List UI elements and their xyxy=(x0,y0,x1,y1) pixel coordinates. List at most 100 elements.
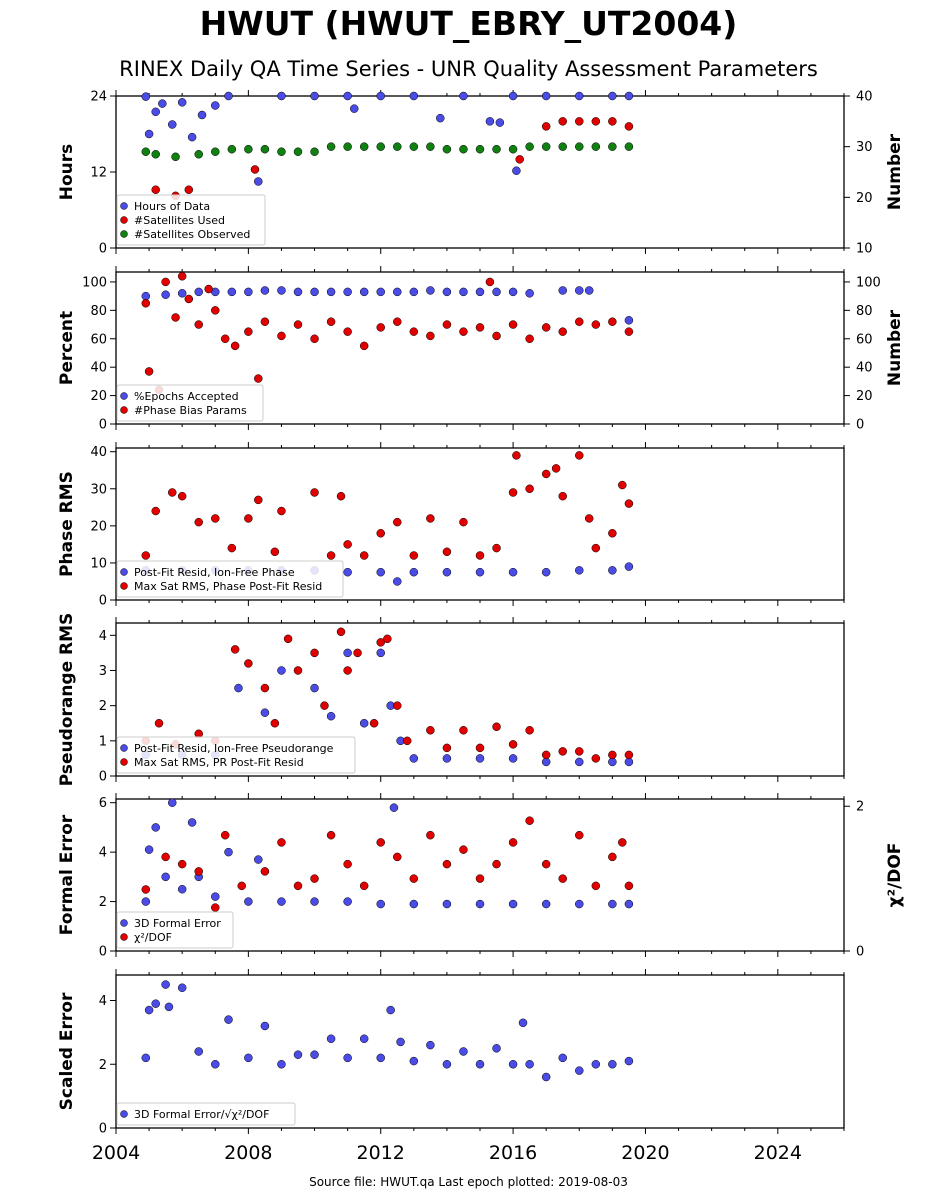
data-point xyxy=(624,750,634,760)
legend: Hours of Data#Satellites Used#Satellites… xyxy=(116,194,266,246)
data-point xyxy=(558,747,567,756)
data-point xyxy=(442,547,452,557)
data-point xyxy=(310,147,319,156)
data-point xyxy=(211,514,220,523)
data-point xyxy=(161,980,170,989)
data-point xyxy=(154,718,164,728)
data-point xyxy=(508,91,518,101)
data-point xyxy=(336,627,346,637)
legend-label: Max Sat RMS, Phase Post-Fit Resid xyxy=(134,580,322,593)
data-point xyxy=(359,142,369,151)
data-point xyxy=(541,469,551,479)
data-point xyxy=(277,286,286,295)
data-point xyxy=(164,1002,174,1012)
data-point xyxy=(244,287,253,297)
data-point xyxy=(343,540,352,549)
data-point xyxy=(343,567,352,577)
data-point xyxy=(326,317,336,326)
data-point xyxy=(624,899,634,909)
data-point xyxy=(343,897,352,906)
legend-marker xyxy=(120,933,128,941)
y-tick-label: 6 xyxy=(99,796,107,811)
data-point xyxy=(326,287,336,297)
y2-tick-label: 20 xyxy=(856,191,873,206)
data-point xyxy=(591,142,601,151)
data-point xyxy=(409,327,419,336)
x-tick-label: 2004 xyxy=(92,1142,140,1164)
data-point xyxy=(293,287,303,297)
data-point xyxy=(161,852,170,862)
data-point xyxy=(541,1072,551,1082)
data-point xyxy=(376,567,385,577)
y-tick-label: 20 xyxy=(90,519,107,534)
data-point xyxy=(326,830,336,840)
data-point xyxy=(541,859,551,869)
data-point xyxy=(508,567,518,577)
y-tick-label: 2 xyxy=(99,895,107,910)
y2-axis-label: χ²/DOF xyxy=(885,843,905,908)
data-point xyxy=(436,113,445,123)
data-point xyxy=(376,142,385,151)
data-point xyxy=(254,495,263,505)
data-point xyxy=(624,91,634,101)
data-point xyxy=(442,1060,452,1069)
y-tick-label: 80 xyxy=(90,304,107,319)
data-point xyxy=(495,118,505,127)
data-point xyxy=(254,855,263,864)
data-point xyxy=(161,872,170,882)
y-tick-label: 0 xyxy=(99,945,107,960)
data-point xyxy=(575,757,584,767)
chart-title: HWUT (HWUT_EBRY_UT2004) xyxy=(199,4,738,43)
data-point xyxy=(508,838,518,847)
data-point xyxy=(525,484,534,494)
data-point xyxy=(177,983,187,992)
data-point xyxy=(177,884,187,894)
legend-label: #Satellites Used xyxy=(134,214,225,227)
data-point xyxy=(442,287,452,297)
data-point xyxy=(475,567,485,577)
data-point xyxy=(459,726,468,735)
data-point xyxy=(608,117,617,126)
data-point xyxy=(151,823,160,832)
data-point xyxy=(141,147,151,156)
panel-4: 0 1 2 3 4 Pseudorange RMS Post-Fit Resid, Ion-… xyxy=(57,613,845,787)
data-point xyxy=(475,551,485,560)
data-point xyxy=(591,754,601,763)
data-point xyxy=(310,334,319,344)
y-axis-label: Pseudorange RMS xyxy=(57,613,77,787)
data-point xyxy=(475,899,485,909)
data-point xyxy=(187,818,197,827)
data-point xyxy=(376,287,385,297)
data-point xyxy=(220,334,230,344)
data-point xyxy=(151,506,160,516)
data-point xyxy=(277,897,286,906)
data-point xyxy=(161,290,170,299)
data-point xyxy=(211,892,220,901)
data-point xyxy=(608,142,617,151)
data-point xyxy=(541,122,551,131)
data-point xyxy=(409,287,419,297)
y2-tick-label: 10 xyxy=(856,242,873,257)
y2-tick-label: 0 xyxy=(856,418,864,433)
data-point xyxy=(197,110,207,120)
data-point xyxy=(270,718,280,728)
data-point xyxy=(244,1053,253,1063)
data-point xyxy=(343,1053,352,1063)
legend: %Epochs Accepted#Phase Bias Params xyxy=(116,384,264,422)
data-point xyxy=(575,117,584,126)
data-point xyxy=(168,798,177,807)
y-axis-label: Formal Error xyxy=(57,814,77,935)
data-point xyxy=(624,142,634,151)
data-point xyxy=(151,107,160,117)
data-point xyxy=(141,897,151,906)
y-axis-label: Scaled Error xyxy=(57,992,77,1110)
legend-marker xyxy=(120,230,128,238)
data-point xyxy=(624,881,634,891)
data-point xyxy=(608,566,617,575)
data-point xyxy=(591,1060,601,1069)
data-point xyxy=(508,287,518,297)
data-point xyxy=(475,743,485,753)
data-point xyxy=(353,648,362,658)
data-point xyxy=(177,491,187,501)
